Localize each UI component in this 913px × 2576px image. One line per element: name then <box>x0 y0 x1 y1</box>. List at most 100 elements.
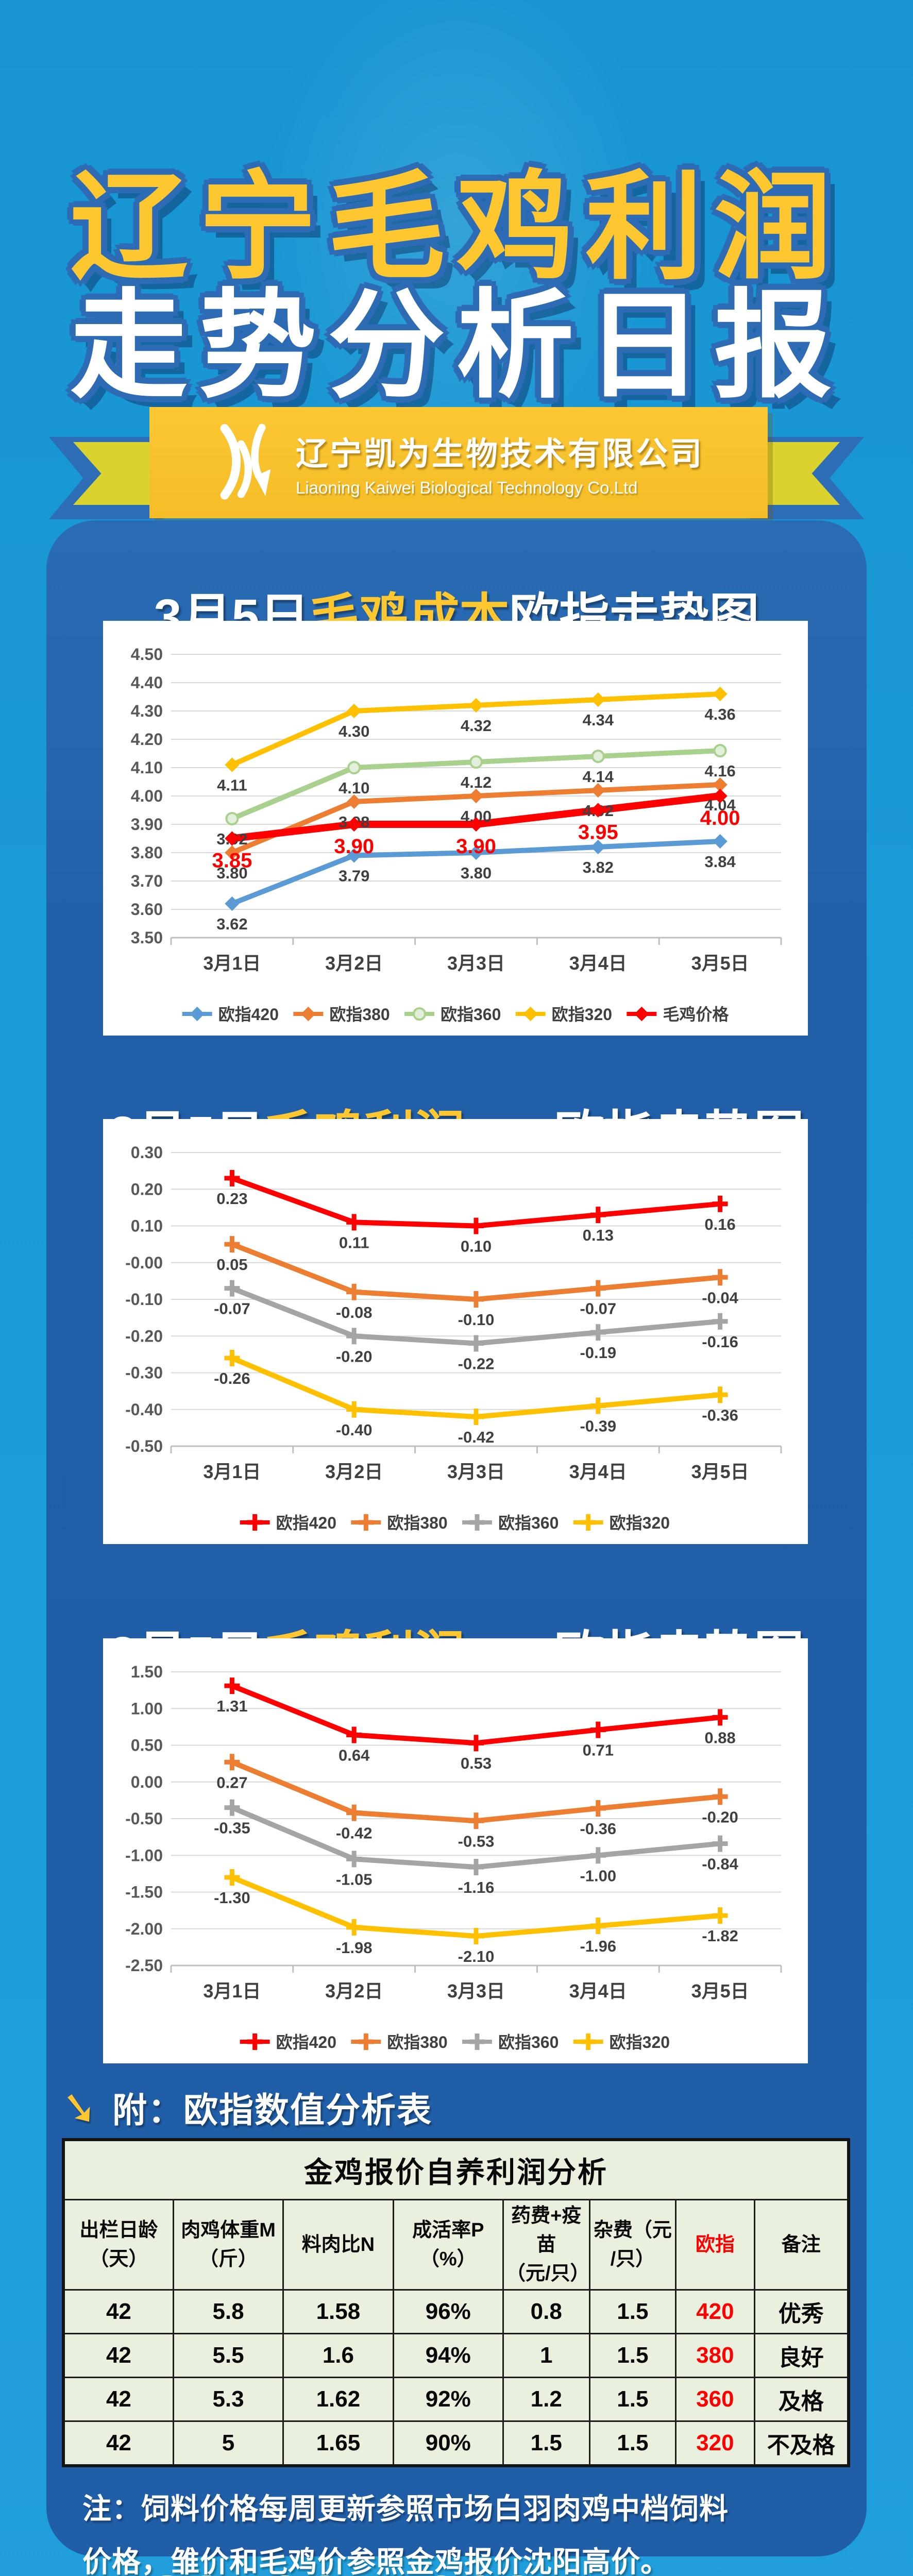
svg-text:3.82: 3.82 <box>583 858 614 876</box>
svg-text:0.27: 0.27 <box>216 1773 247 1791</box>
svg-text:-2.10: -2.10 <box>458 1947 495 1965</box>
annex-heading: 附：欧指数值分析表 <box>112 2091 433 2130</box>
svg-text:-0.40: -0.40 <box>336 1421 373 1439</box>
svg-text:-0.36: -0.36 <box>702 1406 738 1424</box>
svg-text:-0.16: -0.16 <box>702 1333 738 1351</box>
svg-text:-0.10: -0.10 <box>125 1290 163 1309</box>
arrow-icon: ➘ <box>57 2080 102 2135</box>
svg-text:0.53: 0.53 <box>461 1754 492 1772</box>
table-cell: 1.5 <box>588 2289 677 2334</box>
svg-text:-0.84: -0.84 <box>702 1855 738 1873</box>
svg-text:3.90: 3.90 <box>334 835 374 858</box>
table-cell: 1.5 <box>588 2377 677 2422</box>
table-cell: 1.5 <box>588 2420 677 2467</box>
svg-text:-1.50: -1.50 <box>125 1883 163 1902</box>
table-title-row: 金鸡报价自养利润分析 <box>62 2139 850 2200</box>
svg-text:-0.20: -0.20 <box>702 1808 738 1826</box>
table-cell: 420 <box>675 2289 755 2334</box>
svg-text:3.84: 3.84 <box>704 853 736 871</box>
svg-text:4.12: 4.12 <box>461 773 492 791</box>
legend-item: 欧指380 <box>351 1514 448 1532</box>
svg-text:3月5日: 3月5日 <box>691 953 749 974</box>
svg-text:3.62: 3.62 <box>216 915 247 933</box>
svg-text:3.95: 3.95 <box>578 821 618 844</box>
svg-text:4.20: 4.20 <box>131 730 163 749</box>
legend-item: 欧指380 <box>293 1005 390 1024</box>
profit-per-jin-chart: 0.30 0.20 0.10 -0.00 -0.10 -0.20 -0.30 -0.40 -0.… <box>103 1119 808 1544</box>
line-chart-svg: 0.30 0.20 0.10 -0.00 -0.10 -0.20 -0.30 -0.40 -0.… <box>125 1143 782 1532</box>
svg-text:0.10: 0.10 <box>131 1217 163 1235</box>
legend-item: 欧指420 <box>240 2033 336 2052</box>
svg-text:欧指360: 欧指360 <box>498 1514 559 1532</box>
svg-text:-1.98: -1.98 <box>336 1939 373 1957</box>
svg-text:-0.26: -0.26 <box>214 1369 250 1387</box>
svg-text:3月3日: 3月3日 <box>447 1461 505 1482</box>
table-cell: 360 <box>675 2377 755 2422</box>
table-cell: 5.5 <box>172 2333 284 2378</box>
svg-text:3月4日: 3月4日 <box>569 1461 627 1482</box>
svg-text:3.80: 3.80 <box>461 864 492 882</box>
svg-text:3月5日: 3月5日 <box>691 1980 749 2002</box>
svg-text:0.23: 0.23 <box>216 1190 247 1208</box>
svg-text:3月2日: 3月2日 <box>325 953 383 974</box>
column-header: 料肉比N <box>282 2199 394 2291</box>
svg-text:3月3日: 3月3日 <box>447 1980 505 2002</box>
table-cell: 优秀 <box>753 2289 850 2334</box>
table-cell: 1.2 <box>502 2377 590 2422</box>
svg-text:欧指380: 欧指380 <box>387 1514 447 1532</box>
svg-text:-1.96: -1.96 <box>580 1937 616 1955</box>
table-cell: 380 <box>675 2333 755 2378</box>
svg-text:4.10: 4.10 <box>339 779 369 797</box>
svg-text:1.50: 1.50 <box>131 1663 163 1681</box>
service-phone-number: 13840641668 <box>106 2561 533 2576</box>
svg-text:-1.16: -1.16 <box>458 1878 495 1896</box>
svg-text:3.80: 3.80 <box>131 843 163 862</box>
svg-text:3月3日: 3月3日 <box>447 953 505 974</box>
legend-item: 欧指360 <box>462 2033 559 2052</box>
column-header: 药费+疫苗 （元/只） <box>502 2199 590 2291</box>
svg-text:-0.22: -0.22 <box>458 1355 495 1373</box>
svg-text:-1.00: -1.00 <box>125 1846 163 1865</box>
svg-text:4.50: 4.50 <box>131 645 163 664</box>
svg-text:-1.30: -1.30 <box>214 1889 250 1907</box>
table-cell: 42 <box>62 2289 174 2334</box>
svg-text:3月2日: 3月2日 <box>325 1461 383 1482</box>
table-cell: 42 <box>62 2333 174 2378</box>
svg-text:3月1日: 3月1日 <box>203 1980 261 2002</box>
svg-text:3.90: 3.90 <box>456 835 496 858</box>
table-cell: 5.8 <box>172 2289 284 2334</box>
svg-text:-0.50: -0.50 <box>125 1437 163 1455</box>
legend-item: 欧指360 <box>404 1005 501 1024</box>
svg-text:0.20: 0.20 <box>131 1180 163 1198</box>
table-header-row: 出栏日龄 （天） 肉鸡体重M （斤） 料肉比N 成活率P （%） 药费+疫苗 （元/只）… <box>62 2199 850 2291</box>
company-name-en: Liaoning Kaiwei Biological Technology Co… <box>295 478 638 497</box>
svg-text:3.79: 3.79 <box>339 867 369 885</box>
svg-text:-0.50: -0.50 <box>125 1809 163 1828</box>
svg-text:-0.08: -0.08 <box>336 1303 373 1321</box>
annex-heading-row: ➘ 附：欧指数值分析表 <box>57 2080 433 2135</box>
legend-item: 欧指320 <box>515 1005 612 1024</box>
legend-item: 欧指360 <box>462 1514 559 1532</box>
svg-text:4.00: 4.00 <box>131 787 163 805</box>
table-cell: 1.5 <box>502 2420 590 2467</box>
table-cell: 5.3 <box>172 2377 284 2422</box>
svg-text:-0.35: -0.35 <box>214 1819 250 1837</box>
svg-text:3.70: 3.70 <box>131 872 163 890</box>
svg-text:3.60: 3.60 <box>131 900 163 919</box>
svg-text:-0.42: -0.42 <box>458 1428 495 1446</box>
svg-text:0.16: 0.16 <box>704 1215 735 1233</box>
svg-text:-0.07: -0.07 <box>214 1300 250 1318</box>
table-cell: 90% <box>392 2420 504 2467</box>
svg-text:欧指320: 欧指320 <box>552 1005 612 1024</box>
profit-per-bird-chart: 1.50 1.00 0.50 0.00 -0.50 -1.00 -1.50 -2.00 -2.5… <box>103 1638 808 2063</box>
poster-title-line2: 走势分析日报 <box>70 281 843 412</box>
svg-text:0.00: 0.00 <box>131 1773 163 1791</box>
company-name-block: 辽宁凯为生物技术有限公司 Liaoning Kaiwei Biological … <box>296 428 704 498</box>
svg-text:-2.50: -2.50 <box>125 1956 163 1975</box>
svg-text:4.30: 4.30 <box>339 722 369 740</box>
svg-text:-0.40: -0.40 <box>125 1400 163 1419</box>
svg-text:3.50: 3.50 <box>131 928 163 947</box>
svg-text:1.31: 1.31 <box>216 1697 247 1715</box>
svg-text:4.10: 4.10 <box>131 758 163 777</box>
